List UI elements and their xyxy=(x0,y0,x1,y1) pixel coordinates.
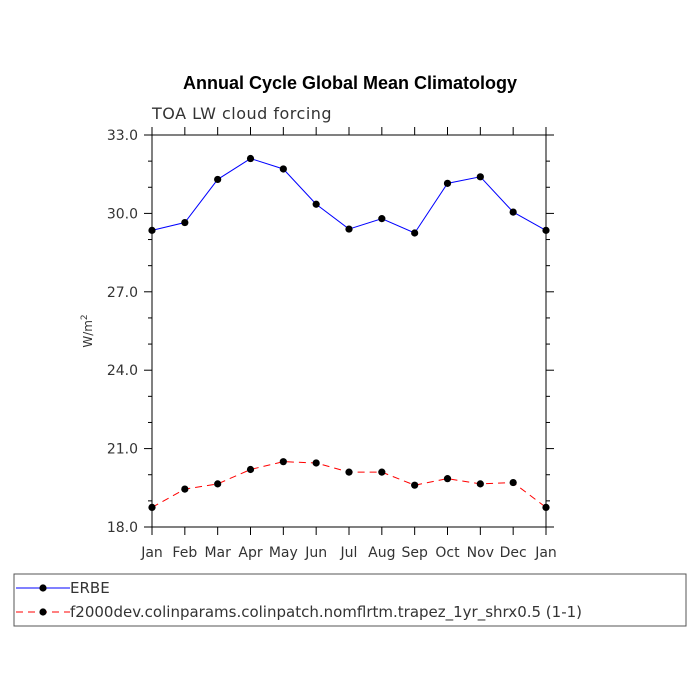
series-line xyxy=(151,157,547,234)
series-1 xyxy=(148,154,550,237)
data-point xyxy=(345,225,353,233)
data-point xyxy=(181,485,189,493)
legend-marker xyxy=(39,608,47,616)
data-point xyxy=(148,503,156,511)
y-tick-label: 30.0 xyxy=(107,206,138,222)
y-tick-label: 27.0 xyxy=(107,285,138,301)
data-point xyxy=(443,179,452,187)
data-point xyxy=(246,154,255,163)
data-point xyxy=(476,480,484,488)
x-tick-label: Nov xyxy=(467,545,494,561)
y-axis-label-text: W/m xyxy=(81,320,95,348)
data-point xyxy=(476,173,484,181)
data-point xyxy=(378,215,386,223)
chart-title: Annual Cycle Global Mean Climatology xyxy=(183,73,517,93)
y-tick-label: 21.0 xyxy=(107,442,138,458)
data-point xyxy=(214,480,222,488)
data-point xyxy=(411,229,419,237)
data-point xyxy=(443,475,452,483)
data-point xyxy=(181,218,189,227)
x-tick-label: Aug xyxy=(368,545,395,561)
legend: ERBE f2000dev.colinparams.colinpatch.nomf… xyxy=(16,579,582,622)
data-point xyxy=(345,468,353,476)
legend-item: f2000dev.colinparams.colinpatch.nomflrtm… xyxy=(16,603,582,622)
data-point xyxy=(509,478,517,487)
y-tick-label: 24.0 xyxy=(107,363,138,379)
legend-item: ERBE xyxy=(16,579,110,597)
x-axis: Jan Feb Mar Apr May Jun Jul Aug Sep Oct Nov Dec Jan xyxy=(140,127,557,561)
data-point xyxy=(542,503,550,511)
data-point xyxy=(509,208,517,216)
data-point xyxy=(279,458,287,466)
data-point xyxy=(411,481,419,489)
x-tick-label: Dec xyxy=(500,545,527,561)
plot-frame xyxy=(151,134,547,528)
series-layer xyxy=(148,154,550,511)
chart-subtitle: TOA LW cloud forcing xyxy=(151,104,332,123)
x-tick-label: Jan xyxy=(534,545,557,561)
y-tick-label: 18.0 xyxy=(107,520,138,536)
series-2 xyxy=(148,458,550,511)
data-point xyxy=(214,175,222,184)
data-point xyxy=(246,465,255,474)
x-tick-label: Jul xyxy=(340,545,358,561)
data-point xyxy=(378,468,386,476)
data-point xyxy=(312,200,320,208)
x-tick-label: May xyxy=(269,545,298,561)
x-tick-label: Oct xyxy=(435,545,460,561)
y-tick-label: 33.0 xyxy=(107,128,138,144)
x-tick-label: Apr xyxy=(238,545,262,561)
x-tick-label: Feb xyxy=(172,545,197,561)
data-point xyxy=(148,226,156,234)
legend-box xyxy=(13,573,687,627)
y-axis: 18.0 21.0 24.0 27.0 30.0 33.0 xyxy=(107,128,554,536)
data-point xyxy=(312,459,320,467)
x-tick-label: Mar xyxy=(204,545,231,561)
y-axis-label: W/m2 xyxy=(80,314,95,347)
legend-label: f2000dev.colinparams.colinpatch.nomflrtm… xyxy=(70,603,582,622)
data-point xyxy=(279,165,287,173)
legend-marker xyxy=(39,584,47,592)
x-tick-label: Jun xyxy=(304,545,327,561)
x-tick-label: Jan xyxy=(140,545,163,561)
legend-label: ERBE xyxy=(70,579,110,597)
data-point xyxy=(542,226,550,234)
x-tick-label: Sep xyxy=(401,545,428,561)
y-axis-label-superscript: 2 xyxy=(80,314,90,320)
